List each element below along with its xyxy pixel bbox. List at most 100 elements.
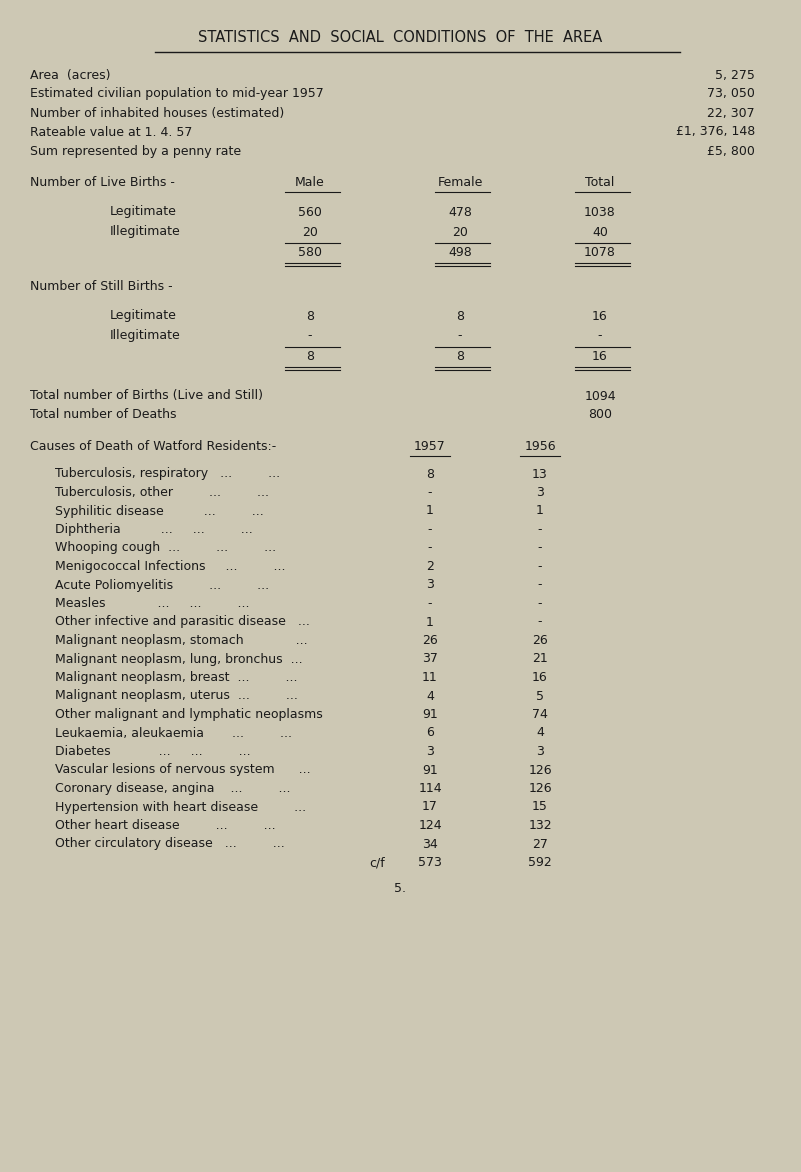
Text: 592: 592 — [528, 856, 552, 868]
Text: 1: 1 — [426, 615, 434, 628]
Text: Coronary disease, angina    ...         ...: Coronary disease, angina ... ... — [55, 782, 291, 795]
Text: STATISTICS  AND  SOCIAL  CONDITIONS  OF  THE  AREA: STATISTICS AND SOCIAL CONDITIONS OF THE … — [198, 30, 602, 46]
Text: Malignant neoplasm, breast  ...         ...: Malignant neoplasm, breast ... ... — [55, 672, 297, 684]
Text: -: - — [537, 541, 542, 554]
Text: 8: 8 — [456, 349, 464, 362]
Text: 573: 573 — [418, 856, 442, 868]
Text: Rateable value at 1. 4. 57: Rateable value at 1. 4. 57 — [30, 125, 192, 138]
Text: £5, 800: £5, 800 — [707, 144, 755, 157]
Text: 3: 3 — [426, 745, 434, 758]
Text: 91: 91 — [422, 763, 438, 777]
Text: 16: 16 — [532, 672, 548, 684]
Text: 800: 800 — [588, 409, 612, 422]
Text: Whooping cough  ...         ...         ...: Whooping cough ... ... ... — [55, 541, 276, 554]
Text: 73, 050: 73, 050 — [707, 88, 755, 101]
Text: Syphilitic disease          ...         ...: Syphilitic disease ... ... — [55, 504, 264, 518]
Text: -: - — [537, 523, 542, 536]
Text: c/f: c/f — [369, 856, 385, 868]
Text: 8: 8 — [306, 309, 314, 322]
Text: 3: 3 — [426, 579, 434, 592]
Text: 27: 27 — [532, 838, 548, 851]
Text: 3: 3 — [536, 745, 544, 758]
Text: -: - — [537, 615, 542, 628]
Text: 6: 6 — [426, 727, 434, 740]
Text: 126: 126 — [528, 763, 552, 777]
Text: 560: 560 — [298, 205, 322, 218]
Text: Other malignant and lymphatic neoplasms: Other malignant and lymphatic neoplasms — [55, 708, 323, 721]
Text: 4: 4 — [536, 727, 544, 740]
Text: Other infective and parasitic disease   ...: Other infective and parasitic disease ..… — [55, 615, 310, 628]
Text: Malignant neoplasm, uterus  ...         ...: Malignant neoplasm, uterus ... ... — [55, 689, 298, 702]
Text: 1957: 1957 — [414, 440, 446, 452]
Text: Malignant neoplasm, stomach             ...: Malignant neoplasm, stomach ... — [55, 634, 308, 647]
Text: Female: Female — [437, 176, 483, 189]
Text: Legitimate: Legitimate — [110, 205, 177, 218]
Text: 16: 16 — [592, 309, 608, 322]
Text: 20: 20 — [452, 225, 468, 238]
Text: Number of inhabited houses (estimated): Number of inhabited houses (estimated) — [30, 107, 284, 120]
Text: 580: 580 — [298, 245, 322, 259]
Text: Other heart disease         ...         ...: Other heart disease ... ... — [55, 819, 276, 832]
Text: 1038: 1038 — [584, 205, 616, 218]
Text: 1: 1 — [426, 504, 434, 518]
Text: Legitimate: Legitimate — [110, 309, 177, 322]
Text: Malignant neoplasm, lung, bronchus  ...: Malignant neoplasm, lung, bronchus ... — [55, 653, 303, 666]
Text: -: - — [598, 329, 602, 342]
Text: 20: 20 — [302, 225, 318, 238]
Text: 114: 114 — [418, 782, 442, 795]
Text: 34: 34 — [422, 838, 438, 851]
Text: Leukaemia, aleukaemia       ...         ...: Leukaemia, aleukaemia ... ... — [55, 727, 292, 740]
Text: 1078: 1078 — [584, 245, 616, 259]
Text: Total: Total — [586, 176, 614, 189]
Text: -: - — [537, 560, 542, 573]
Text: 22, 307: 22, 307 — [707, 107, 755, 120]
Text: 124: 124 — [418, 819, 442, 832]
Text: 13: 13 — [532, 468, 548, 481]
Text: 498: 498 — [448, 245, 472, 259]
Text: Measles             ...     ...         ...: Measles ... ... ... — [55, 597, 249, 609]
Text: 5, 275: 5, 275 — [715, 68, 755, 82]
Text: 8: 8 — [306, 349, 314, 362]
Text: Tuberculosis, other         ...         ...: Tuberculosis, other ... ... — [55, 486, 269, 499]
Text: -: - — [308, 329, 312, 342]
Text: -: - — [457, 329, 462, 342]
Text: 15: 15 — [532, 800, 548, 813]
Text: 132: 132 — [528, 819, 552, 832]
Text: Area  (acres): Area (acres) — [30, 68, 111, 82]
Text: Other circulatory disease   ...         ...: Other circulatory disease ... ... — [55, 838, 284, 851]
Text: 16: 16 — [592, 349, 608, 362]
Text: Estimated civilian population to mid-year 1957: Estimated civilian population to mid-yea… — [30, 88, 324, 101]
Text: Diphtheria          ...     ...         ...: Diphtheria ... ... ... — [55, 523, 253, 536]
Text: -: - — [537, 597, 542, 609]
Text: -: - — [428, 597, 433, 609]
Text: 1094: 1094 — [584, 389, 616, 402]
Text: 1956: 1956 — [524, 440, 556, 452]
Text: Hypertension with heart disease         ...: Hypertension with heart disease ... — [55, 800, 306, 813]
Text: 1: 1 — [536, 504, 544, 518]
Text: Illegitimate: Illegitimate — [110, 329, 181, 342]
Text: Tuberculosis, respiratory   ...         ...: Tuberculosis, respiratory ... ... — [55, 468, 280, 481]
Text: Total number of Deaths: Total number of Deaths — [30, 409, 176, 422]
Text: 91: 91 — [422, 708, 438, 721]
Text: 2: 2 — [426, 560, 434, 573]
Text: Vascular lesions of nervous system      ...: Vascular lesions of nervous system ... — [55, 763, 311, 777]
Text: Diabetes            ...     ...         ...: Diabetes ... ... ... — [55, 745, 251, 758]
Text: Causes of Death of Watford Residents:-: Causes of Death of Watford Residents:- — [30, 440, 276, 452]
Text: 8: 8 — [456, 309, 464, 322]
Text: 5: 5 — [536, 689, 544, 702]
Text: Number of Live Births -: Number of Live Births - — [30, 176, 175, 189]
Text: Menigococcal Infections     ...         ...: Menigococcal Infections ... ... — [55, 560, 285, 573]
Text: 40: 40 — [592, 225, 608, 238]
Text: 478: 478 — [448, 205, 472, 218]
Text: 11: 11 — [422, 672, 438, 684]
Text: -: - — [537, 579, 542, 592]
Text: Sum represented by a penny rate: Sum represented by a penny rate — [30, 144, 241, 157]
Text: 21: 21 — [532, 653, 548, 666]
Text: 17: 17 — [422, 800, 438, 813]
Text: 26: 26 — [422, 634, 438, 647]
Text: 37: 37 — [422, 653, 438, 666]
Text: Male: Male — [295, 176, 325, 189]
Text: -: - — [428, 486, 433, 499]
Text: -: - — [428, 541, 433, 554]
Text: 26: 26 — [532, 634, 548, 647]
